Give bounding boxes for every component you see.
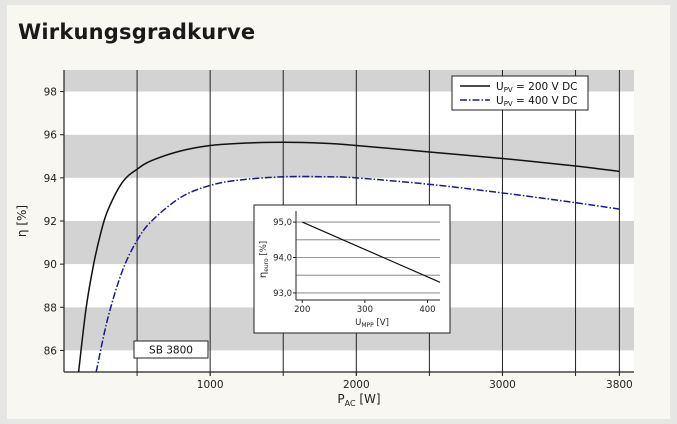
x-tick-label: 3800 xyxy=(606,379,633,391)
band xyxy=(64,134,634,178)
y-axis-label: η [%] xyxy=(15,205,29,237)
model-annotation: SB 3800 xyxy=(133,340,209,359)
inset-x-axis-label: UMPP [V] xyxy=(355,318,389,329)
inset-y-tick-label: 93,0 xyxy=(273,289,292,299)
series-line-2 xyxy=(95,175,620,372)
legend-label-1: UPV = 200 V DC xyxy=(496,81,578,94)
annotation-label: SB 3800 xyxy=(149,345,193,357)
inset-box xyxy=(253,204,451,334)
inset-x-tick-label: 300 xyxy=(357,305,373,315)
legend-label-2: UPV = 400 V DC xyxy=(496,95,578,108)
y-tick-label: 94 xyxy=(44,173,58,185)
inset-chart: 93,0 94,0 95,0 200 300 400 UMPP [V] ηeuro [%] xyxy=(253,204,451,334)
annotation-box xyxy=(133,340,209,359)
series-line-1 xyxy=(77,141,620,372)
x-axis-label: PAC [W] xyxy=(337,392,380,408)
x-tick-label: 2000 xyxy=(343,379,370,391)
x-ticks: 1000 2000 3000 3800 xyxy=(136,372,633,391)
y-tick-label: 86 xyxy=(44,345,58,357)
legend-box xyxy=(451,75,589,111)
x-tick-label: 3000 xyxy=(489,379,516,391)
y-tick-label: 90 xyxy=(44,259,57,271)
inset-series-line xyxy=(302,221,441,283)
page-title: Wirkungsgradkurve xyxy=(18,20,256,44)
y-tick-label: 88 xyxy=(44,302,57,314)
inset-y-tick-label: 94,0 xyxy=(273,254,292,264)
main-series xyxy=(77,141,620,372)
axis-labels: PAC [W] η [%] xyxy=(15,205,381,408)
x-tick-label: 1000 xyxy=(197,379,224,391)
y-tick-label: 98 xyxy=(44,87,57,99)
y-tick-label: 92 xyxy=(44,216,57,228)
inset-y-tick-label: 95,0 xyxy=(273,218,292,228)
y-ticks: 86 88 90 92 94 96 98 xyxy=(44,87,64,357)
inset-x-tick-label: 400 xyxy=(419,305,435,315)
inset-y-axis-label: ηeuro [%] xyxy=(258,241,270,278)
inset-x-tick-label: 200 xyxy=(294,305,310,315)
y-tick-label: 96 xyxy=(44,130,58,142)
